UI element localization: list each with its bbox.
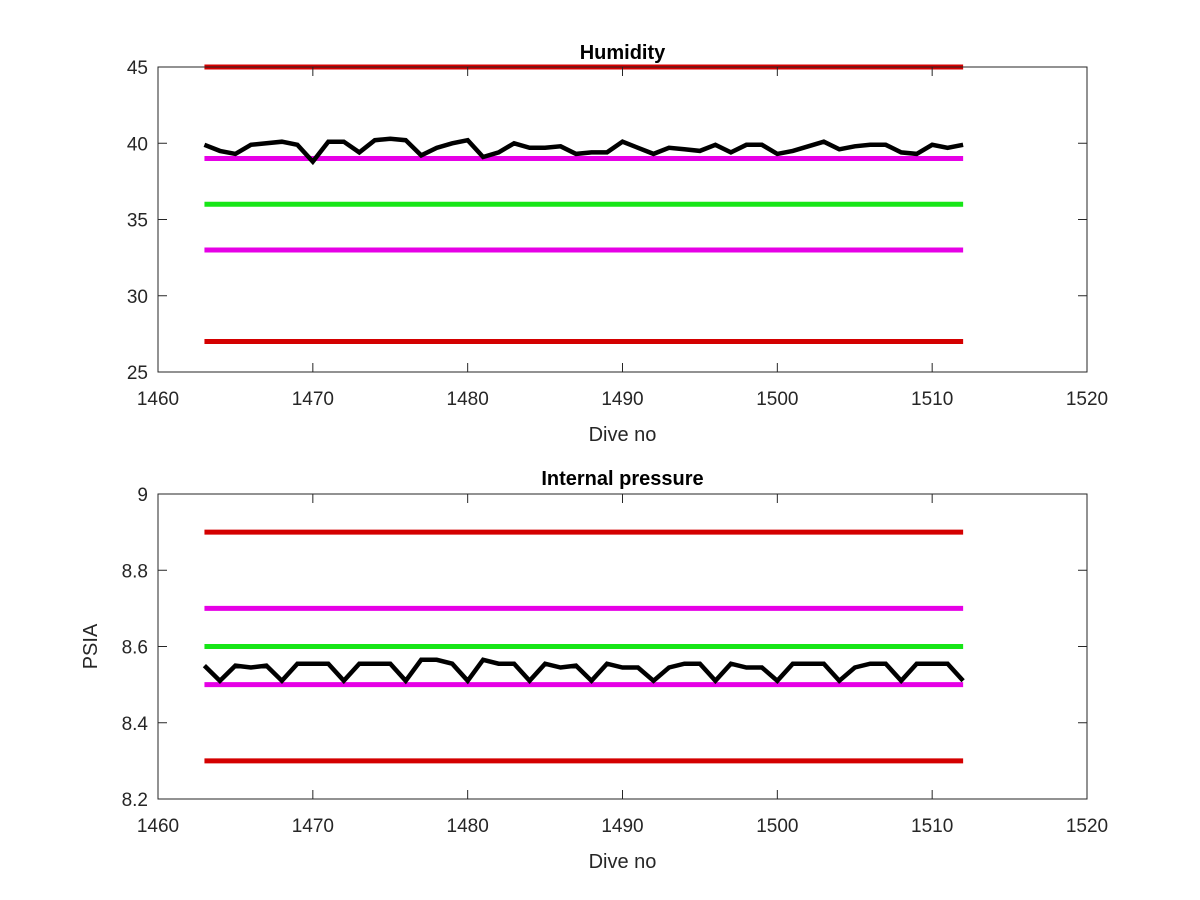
humidity-x-tick-label: 1460 bbox=[137, 389, 179, 410]
humidity-data-line bbox=[203, 136, 964, 166]
pressure-y-tick-label: 9 bbox=[137, 485, 148, 506]
humidity-y-tick-label: 30 bbox=[127, 287, 148, 308]
humidity-x-tick-label: 1520 bbox=[1066, 389, 1108, 410]
pressure-y-axis-label: PSIA bbox=[80, 623, 102, 669]
pressure-x-tick-label: 1520 bbox=[1066, 816, 1108, 837]
pressure-x-tick-label: 1460 bbox=[137, 816, 179, 837]
pressure-y-tick-label: 8.4 bbox=[122, 714, 149, 735]
pressure-x-tick-label: 1500 bbox=[756, 816, 798, 837]
pressure-x-tick-label: 1490 bbox=[601, 816, 643, 837]
pressure-y-tick-label: 8.6 bbox=[122, 638, 148, 659]
pressure-tick-layer: 1460 1470 1480 1490 1500 1510 1520 8.2 8.4 8.6 8.8… bbox=[122, 485, 1109, 837]
humidity-y-tick-label: 25 bbox=[127, 363, 148, 384]
pressure-title: Internal pressure bbox=[541, 468, 703, 490]
humidity-plot: 1460 1470 1480 1490 1500 1510 1520 25 30 35 40 45 H… bbox=[127, 42, 1108, 446]
humidity-x-tick-label: 1480 bbox=[447, 389, 489, 410]
pressure-series-layer bbox=[202, 529, 965, 764]
pressure-plot: 1460 1470 1480 1490 1500 1510 1520 8.2 8.4 8.6 8.8… bbox=[80, 468, 1108, 873]
pressure-x-tick-label: 1480 bbox=[447, 816, 489, 837]
humidity-x-axis-label: Dive no bbox=[589, 424, 657, 446]
humidity-y-tick-label: 35 bbox=[127, 211, 148, 232]
pressure-x-tick-label: 1510 bbox=[911, 816, 953, 837]
pressure-x-tick-label: 1470 bbox=[292, 816, 334, 837]
humidity-y-tick-label: 45 bbox=[127, 58, 148, 79]
pressure-x-axis-label: Dive no bbox=[589, 851, 657, 873]
pressure-y-tick-label: 8.2 bbox=[122, 790, 148, 811]
humidity-x-tick-label: 1500 bbox=[756, 389, 798, 410]
pressure-y-tick-label: 8.8 bbox=[122, 561, 148, 582]
humidity-x-tick-label: 1510 bbox=[911, 389, 953, 410]
humidity-y-tick-label: 40 bbox=[127, 134, 148, 155]
humidity-title: Humidity bbox=[580, 42, 666, 64]
humidity-x-tick-label: 1490 bbox=[601, 389, 643, 410]
pressure-data-line bbox=[202, 657, 965, 685]
humidity-x-tick-label: 1470 bbox=[292, 389, 334, 410]
humidity-tick-layer: 1460 1470 1480 1490 1500 1510 1520 25 30 35 40 45 bbox=[127, 58, 1108, 410]
